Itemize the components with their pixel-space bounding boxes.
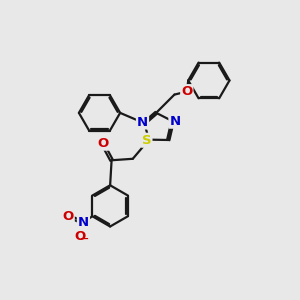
Text: N: N [169,115,181,128]
Text: O: O [74,230,86,243]
Text: O: O [62,210,74,223]
Text: −: − [80,234,90,244]
Text: O: O [181,85,192,98]
Text: N: N [78,216,89,229]
Text: S: S [142,134,152,147]
Text: O: O [98,137,109,150]
Text: N: N [137,116,148,128]
